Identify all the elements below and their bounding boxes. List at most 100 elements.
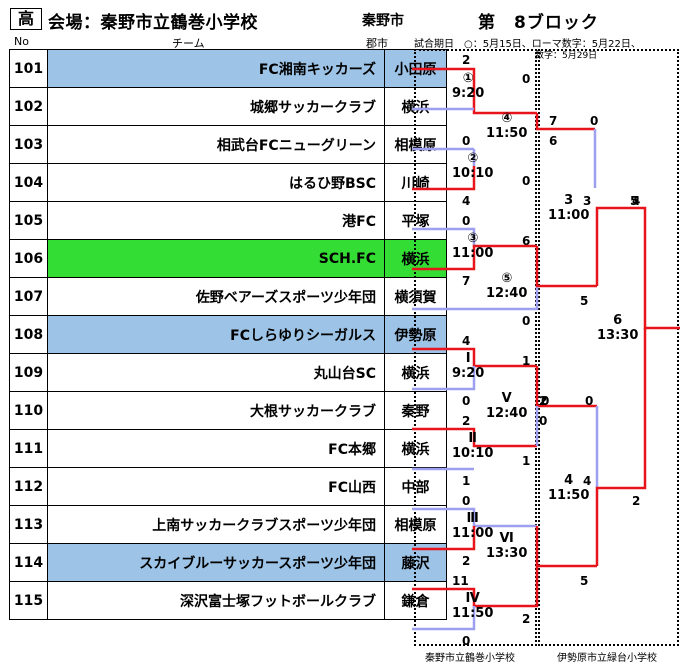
score-value: 2 bbox=[462, 554, 471, 568]
score-value: 5 bbox=[580, 294, 589, 308]
host-city: 秦野市 bbox=[362, 13, 404, 29]
team-name: FC湘南キッカーズ bbox=[47, 49, 385, 88]
team-name: 大根サッカークラブ bbox=[47, 391, 385, 430]
score-value: 0 bbox=[522, 72, 531, 86]
match-label: 6 13:30 bbox=[597, 313, 638, 343]
match-time: 11:00 bbox=[452, 526, 494, 541]
score-value: 1 bbox=[462, 474, 471, 488]
score-value: 0 bbox=[462, 134, 471, 148]
score-value: 4 bbox=[462, 194, 471, 208]
score-value: 0 bbox=[585, 394, 594, 408]
score-value: 3 bbox=[583, 194, 592, 208]
team-row: 113 上南サッカークラブスポーツ少年団 相模原 bbox=[9, 505, 447, 544]
team-name: スカイブルーサッカースポーツ少年団 bbox=[47, 543, 385, 582]
match-label: 3 11:00 bbox=[548, 193, 589, 223]
team-name: 港FC bbox=[47, 201, 385, 240]
score-value: 5 bbox=[630, 194, 639, 208]
match-time: 9:20 bbox=[452, 86, 485, 101]
match-label: Ⅴ 12:40 bbox=[486, 391, 527, 421]
team-row: 110 大根サッカークラブ 秦野 bbox=[9, 391, 447, 430]
team-number: 114 bbox=[9, 543, 48, 582]
team-number: 109 bbox=[9, 353, 48, 392]
score-value: 5 bbox=[580, 574, 589, 588]
team-name: 深沢富士塚フットボールクラブ bbox=[47, 581, 385, 620]
match-time: 12:40 bbox=[486, 406, 528, 421]
match-time: 11:50 bbox=[548, 488, 590, 503]
match-label: ② 10:10 bbox=[452, 151, 493, 181]
match-label: Ⅵ 13:30 bbox=[486, 531, 527, 561]
match-number: Ⅳ bbox=[465, 591, 480, 606]
team-name: 上南サッカークラブスポーツ少年団 bbox=[47, 505, 385, 544]
score-value: 2 bbox=[462, 53, 471, 67]
score-value: 2 bbox=[462, 414, 471, 428]
score-value: 1 bbox=[522, 454, 531, 468]
venue-box-tsurumaki bbox=[414, 49, 537, 646]
score-value: 4 bbox=[462, 334, 471, 348]
score-value: 0 bbox=[522, 174, 531, 188]
score-value: 4 bbox=[632, 194, 641, 208]
team-row: 105 港FC 平塚 bbox=[9, 201, 447, 240]
team-name: 相武台FCニューグリーン bbox=[47, 125, 385, 164]
match-time: 11:50 bbox=[486, 126, 528, 141]
col-header-team: チーム bbox=[172, 37, 205, 50]
team-number: 113 bbox=[9, 505, 48, 544]
match-number: Ⅴ bbox=[501, 391, 512, 406]
match-label: ④ 11:50 bbox=[486, 111, 527, 141]
col-header-city: 郡市 bbox=[366, 37, 388, 50]
team-number: 110 bbox=[9, 391, 48, 430]
level-badge: 高 bbox=[10, 8, 42, 30]
team-number: 111 bbox=[9, 429, 48, 468]
match-label: Ⅲ 11:00 bbox=[452, 511, 493, 541]
match-dates-legend-2: 数字：5月29日 bbox=[535, 51, 598, 61]
match-time: 11:00 bbox=[452, 246, 494, 261]
score-value: 11 bbox=[452, 574, 469, 588]
team-number: 102 bbox=[9, 87, 48, 126]
score-value: 2 bbox=[632, 494, 641, 508]
match-number: ⑤ bbox=[501, 271, 513, 286]
score-value: 0 bbox=[462, 634, 471, 648]
team-name: はるひ野BSC bbox=[47, 163, 385, 202]
footer-venue-1: 秦野市立鶴巻小学校 bbox=[425, 653, 515, 664]
score-value: 6 bbox=[522, 234, 531, 248]
match-time: 11:50 bbox=[452, 606, 494, 621]
match-label: 4 11:50 bbox=[548, 473, 589, 503]
team-row: 114 スカイブルーサッカースポーツ少年団 藤沢 bbox=[9, 543, 447, 582]
match-number: 4 bbox=[564, 473, 574, 488]
score-value: 0 bbox=[462, 394, 471, 408]
match-number: 6 bbox=[613, 313, 623, 328]
match-number: ④ bbox=[501, 111, 513, 126]
match-number: Ⅱ bbox=[468, 431, 477, 446]
team-row: 102 城郷サッカークラブ 横浜 bbox=[9, 87, 447, 126]
match-label: Ⅱ 10:10 bbox=[452, 431, 493, 461]
match-number: ① bbox=[462, 71, 474, 86]
score-value: 0 bbox=[539, 414, 548, 428]
score-value: 6 bbox=[549, 134, 558, 148]
score-value: 1 bbox=[522, 354, 531, 368]
block-title: 第 8ブロック bbox=[478, 13, 599, 33]
score-value: 0 bbox=[462, 214, 471, 228]
match-time: 13:30 bbox=[597, 328, 639, 343]
score-value: 7 bbox=[462, 274, 471, 288]
match-number: Ⅰ bbox=[465, 351, 471, 366]
team-number: 115 bbox=[9, 581, 48, 620]
match-number: Ⅵ bbox=[499, 531, 514, 546]
match-number: ③ bbox=[467, 231, 479, 246]
team-number: 101 bbox=[9, 49, 48, 88]
match-label: ① 9:20 bbox=[452, 71, 484, 101]
score-value: 7 bbox=[549, 114, 558, 128]
match-time: 11:00 bbox=[548, 208, 590, 223]
match-label: ③ 11:00 bbox=[452, 231, 493, 261]
match-time: 9:20 bbox=[452, 366, 485, 381]
score-value: 0 bbox=[590, 114, 599, 128]
team-row: 112 FC山西 中部 bbox=[9, 467, 447, 506]
team-name: FC本郷 bbox=[47, 429, 385, 468]
score-value: 4 bbox=[583, 474, 592, 488]
footer-venue-2: 伊勢原市立緑台小学校 bbox=[557, 653, 657, 664]
score-value: 0 bbox=[462, 494, 471, 508]
col-header-no: No bbox=[14, 35, 29, 48]
match-number: ② bbox=[467, 151, 479, 166]
score-value: 2 bbox=[539, 394, 548, 408]
team-row: 109 丸山台SC 横浜 bbox=[9, 353, 447, 392]
score-value: 2 bbox=[522, 612, 531, 626]
